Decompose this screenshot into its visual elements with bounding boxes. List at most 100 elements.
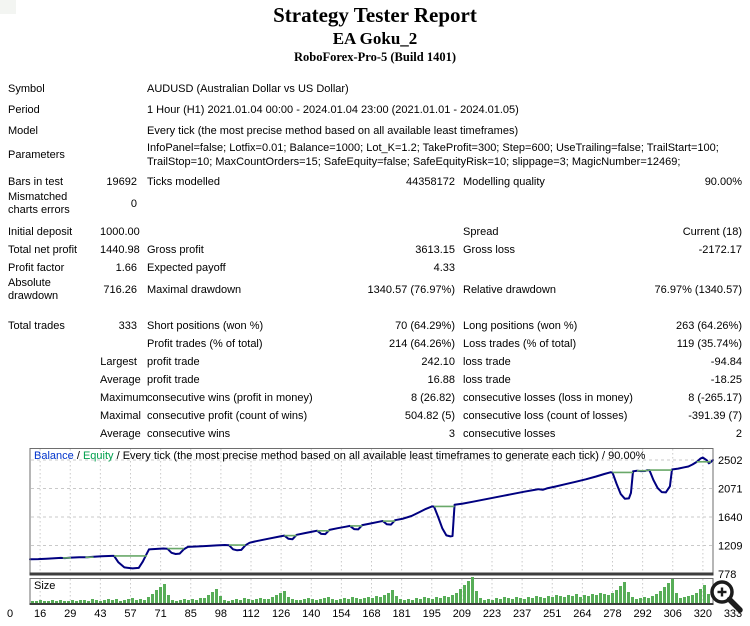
- stat-value: -391.39 (7): [688, 409, 742, 422]
- model-row: Model Every tick (the most precise metho…: [0, 120, 750, 141]
- svg-text:71: 71: [155, 608, 167, 620]
- svg-text:251: 251: [543, 608, 561, 620]
- stat-label: Spread: [463, 225, 499, 238]
- period-value: 1 Hour (H1) 2021.01.04 00:00 - 2024.01.0…: [147, 103, 519, 116]
- stat-value: Largest: [100, 355, 137, 368]
- stat-value: 44358172: [406, 175, 455, 188]
- stat-value: 0: [130, 197, 137, 210]
- stat-label: consecutive wins: [147, 427, 231, 440]
- svg-text:85: 85: [185, 608, 197, 620]
- stat-row: Profit trades (% of total) 214 (64.26%) Lo…: [0, 335, 750, 353]
- stat-label: Bars in test: [8, 175, 64, 188]
- stat-value: 16.88: [427, 373, 455, 386]
- period-row: Period 1 Hour (H1) 2021.01.04 00:00 - 20…: [0, 99, 750, 120]
- svg-text:43: 43: [94, 608, 106, 620]
- stat-label: Total net profit: [8, 243, 78, 256]
- legend-separator: /: [73, 450, 83, 462]
- svg-text:292: 292: [633, 608, 651, 620]
- svg-text:2502: 2502: [718, 455, 742, 467]
- stat-value: 90.00%: [704, 175, 742, 188]
- size-panel-label: Size: [34, 580, 55, 592]
- report-header: Strategy Tester Report EA Goku_2 RoboFor…: [0, 0, 750, 65]
- stat-value: 1000.00: [100, 225, 140, 238]
- equity-chart: 2502 2071 1640 1209 778 Size 0 16 29 43 57 71 85 98 11…: [7, 448, 743, 620]
- page-title: Strategy Tester Report: [273, 3, 477, 27]
- stat-label: Loss trades (% of total): [463, 337, 577, 350]
- svg-text:2071: 2071: [718, 484, 742, 496]
- stat-value: Average: [100, 373, 141, 386]
- stat-label: Absolute drawdown: [8, 277, 59, 302]
- stat-label: consecutive profit (count of wins): [147, 409, 308, 422]
- stat-label: loss trade: [463, 373, 511, 386]
- stat-row: Maximal consecutive profit (count of wins…: [0, 407, 750, 425]
- stat-label: Relative drawdown: [463, 283, 556, 296]
- stat-value: 1340.57 (76.97%): [367, 283, 455, 296]
- svg-text:223: 223: [483, 608, 501, 620]
- svg-text:16: 16: [34, 608, 46, 620]
- balance-chart-panel: 2502 2071 1640 1209 778 Size 0 16 29 43 57 71 85 98 11…: [0, 448, 750, 626]
- svg-text:1209: 1209: [718, 541, 742, 553]
- stat-label: Short positions (won %): [147, 319, 264, 332]
- symbol-value: AUDUSD (Australian Dollar vs US Dollar): [147, 82, 349, 95]
- stat-value: -94.84: [710, 355, 742, 368]
- stat-row: Profit factor 1.66 Expected payoff 4.33: [0, 259, 750, 277]
- legend-equity: Equity: [82, 450, 114, 462]
- stat-label: consecutive losses (loss in money): [463, 391, 633, 404]
- results-table: Bars in test 19692 Ticks modelled 44358172 M…: [0, 173, 750, 443]
- stat-value: 119 (35.74%): [676, 337, 742, 350]
- stat-value: Maximum: [100, 391, 148, 404]
- stat-value: Maximal: [100, 409, 141, 422]
- zoom-icon[interactable]: [710, 580, 743, 613]
- stat-row: Maximum consecutive wins (profit in money…: [0, 389, 750, 407]
- spacer: [0, 303, 750, 317]
- stat-row: Initial deposit 1000.00 Spread Current (18): [0, 223, 750, 241]
- svg-text:168: 168: [362, 608, 380, 620]
- legend-model: Every tick (the most precise method base…: [122, 450, 599, 462]
- svg-text:278: 278: [603, 608, 621, 620]
- stat-value: 504.82 (5): [404, 409, 455, 422]
- stat-label: Expected payoff: [147, 261, 226, 274]
- stat-label: Profit factor: [8, 261, 65, 274]
- period-label: Period: [8, 103, 40, 116]
- stat-label: profit trade: [147, 373, 200, 386]
- stat-row: Average profit trade 16.88 loss trade -18.25: [0, 371, 750, 389]
- stat-label: Modelling quality: [463, 175, 545, 188]
- stat-value: Average: [100, 427, 141, 440]
- stat-value: 214 (64.26%): [388, 337, 455, 350]
- stat-label: consecutive wins (profit in money): [147, 391, 313, 404]
- parameters-label: Parameters: [8, 149, 65, 161]
- chart-legend: Balance / Equity / Every tick (the most …: [34, 450, 645, 462]
- svg-text:1640: 1640: [718, 512, 742, 524]
- stat-label: loss trade: [463, 355, 511, 368]
- stat-label: Initial deposit: [8, 225, 73, 238]
- stat-row: Total net profit 1440.98 Gross profit 3613.…: [0, 241, 750, 259]
- stat-label: consecutive loss (count of losses): [463, 409, 628, 422]
- stat-label: Long positions (won %): [463, 319, 578, 332]
- model-value: Every tick (the most precise method base…: [147, 124, 519, 137]
- stat-value: Current (18): [682, 225, 742, 238]
- svg-text:320: 320: [694, 608, 712, 620]
- svg-text:195: 195: [423, 608, 441, 620]
- legend-balance: Balance: [34, 450, 74, 462]
- stat-value: 333: [118, 319, 137, 332]
- svg-text:98: 98: [215, 608, 227, 620]
- stat-value: 8 (-265.17): [688, 391, 742, 404]
- svg-text:154: 154: [332, 608, 350, 620]
- svg-text:126: 126: [272, 608, 290, 620]
- stat-value: -2172.17: [698, 243, 742, 256]
- svg-text:237: 237: [513, 608, 531, 620]
- svg-text:112: 112: [242, 608, 260, 620]
- stat-label: Ticks modelled: [147, 175, 220, 188]
- svg-text:29: 29: [64, 608, 76, 620]
- svg-text:140: 140: [302, 608, 320, 620]
- report-icon: [0, 0, 16, 14]
- stat-row: Absolute drawdown 716.26 Maximal drawdown 1…: [0, 277, 750, 303]
- stat-label: profit trade: [147, 355, 200, 368]
- svg-text:306: 306: [664, 608, 682, 620]
- stat-value: 70 (64.29%): [395, 319, 455, 332]
- stat-row: Mismatched charts errors 0: [0, 191, 750, 217]
- stat-value: 8 (26.82): [410, 391, 455, 404]
- model-label: Model: [8, 124, 38, 137]
- stat-value: 242.10: [421, 355, 455, 368]
- symbol-row: Symbol AUDUSD (Australian Dollar vs US D…: [0, 78, 750, 99]
